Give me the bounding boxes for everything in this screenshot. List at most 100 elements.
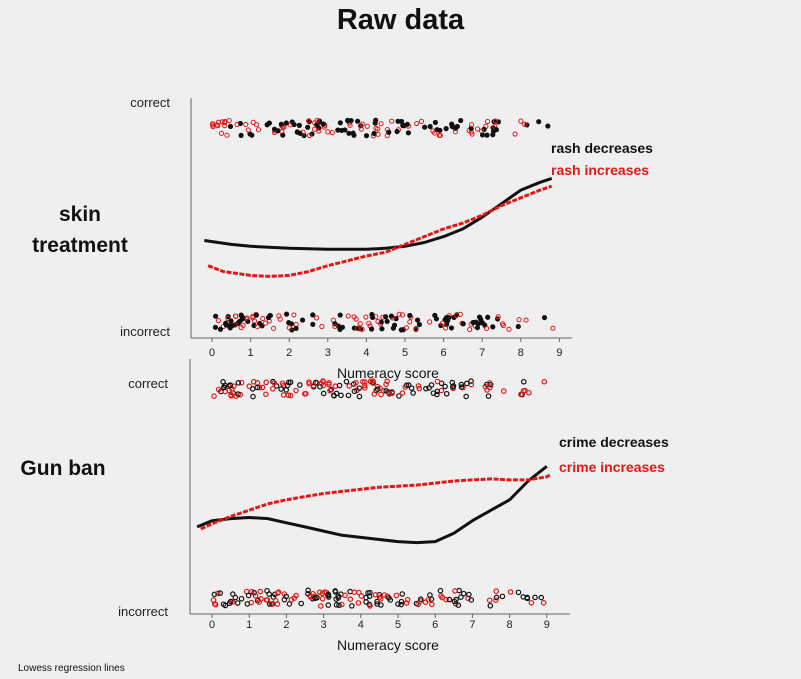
raw-data-point — [344, 117, 351, 124]
raw-data-point — [469, 131, 475, 137]
raw-data-point — [358, 126, 364, 132]
raw-data-point — [212, 324, 219, 330]
raw-data-point — [238, 379, 245, 386]
raw-data-point — [407, 312, 413, 319]
raw-data-point — [264, 122, 270, 128]
raw-data-point — [317, 603, 324, 609]
x-tick-label: 5 — [395, 619, 401, 631]
lowess-line-1 — [207, 184, 553, 278]
x-tick-label: 0 — [209, 347, 215, 359]
raw-data-point — [474, 126, 481, 132]
raw-data-point — [541, 314, 548, 321]
raw-data-point — [361, 382, 368, 389]
raw-data-point — [495, 314, 501, 320]
raw-data-point — [506, 326, 512, 332]
raw-data-point — [429, 601, 435, 608]
raw-data-point — [250, 378, 257, 385]
raw-data-point — [479, 320, 485, 326]
raw-data-point — [294, 129, 300, 135]
legend-label: crime increases — [559, 459, 665, 475]
raw-data-point — [389, 118, 395, 124]
raw-data-point — [359, 121, 365, 127]
raw-data-point — [370, 378, 376, 384]
raw-data-point — [257, 588, 264, 595]
chart-panel-1: correct incorrect 0 1 2 3 4 5 6 7 8 9 Numeracy score… — [120, 95, 653, 381]
raw-data-point — [305, 591, 311, 597]
raw-data-point — [550, 325, 556, 331]
raw-data-point — [356, 385, 363, 391]
raw-data-point — [433, 316, 440, 322]
raw-data-point — [437, 127, 443, 133]
raw-data-point — [455, 602, 462, 608]
raw-data-point — [284, 382, 291, 389]
raw-data-point — [375, 318, 381, 325]
raw-data-point — [319, 595, 326, 602]
raw-data-point — [325, 591, 332, 598]
raw-data-point — [389, 390, 395, 397]
raw-data-point — [275, 590, 281, 596]
raw-data-point — [398, 601, 404, 608]
raw-data-point — [432, 130, 438, 136]
legend-label: rash decreases — [551, 140, 653, 156]
raw-data-point — [336, 382, 343, 389]
raw-data-point — [263, 391, 269, 398]
raw-data-point — [274, 601, 281, 607]
raw-data-point — [319, 323, 325, 330]
raw-data-point — [528, 599, 535, 606]
raw-data-point — [347, 122, 353, 128]
raw-data-point — [254, 324, 260, 330]
raw-data-point — [458, 117, 464, 124]
raw-data-point — [422, 124, 428, 130]
raw-data-point — [299, 317, 306, 323]
raw-data-point — [366, 593, 373, 600]
raw-data-point — [306, 133, 313, 139]
raw-data-point — [522, 387, 528, 394]
raw-data-point — [532, 594, 538, 601]
raw-data-point — [366, 320, 372, 326]
x-tick-label: 7 — [469, 619, 475, 631]
raw-data-point — [369, 314, 376, 321]
raw-data-point — [234, 121, 240, 128]
x-tick-label: 5 — [402, 347, 408, 359]
raw-data-point — [499, 593, 506, 600]
raw-data-point — [268, 601, 275, 608]
raw-data-point — [374, 598, 380, 605]
raw-data-point — [522, 121, 528, 127]
raw-data-point — [545, 123, 551, 129]
raw-data-point — [387, 597, 394, 603]
raw-data-point — [490, 324, 496, 330]
raw-data-point — [355, 600, 362, 606]
raw-data-point — [484, 118, 491, 125]
raw-data-point — [458, 384, 465, 390]
raw-data-point — [518, 391, 524, 398]
raw-data-point — [536, 119, 542, 125]
raw-data-point — [367, 589, 373, 596]
x-tick-label: 6 — [432, 619, 438, 631]
raw-data-point — [305, 124, 311, 130]
raw-data-point — [363, 599, 369, 605]
raw-data-point — [218, 130, 225, 136]
raw-data-point — [256, 384, 263, 391]
raw-data-point — [414, 120, 420, 127]
raw-data-point — [446, 596, 453, 603]
raw-data-point — [396, 393, 402, 399]
lowess-line-0 — [204, 176, 553, 251]
raw-data-point — [483, 325, 490, 332]
raw-data-point — [263, 597, 270, 603]
raw-data-point — [384, 378, 390, 384]
raw-data-point — [234, 600, 241, 606]
raw-data-point — [337, 326, 343, 332]
y-tick-label-incorrect: incorrect — [118, 604, 168, 619]
raw-data-point — [380, 387, 387, 394]
raw-data-point — [280, 392, 287, 398]
raw-data-point — [262, 320, 268, 326]
raw-data-point — [479, 132, 486, 138]
raw-data-point — [246, 383, 253, 390]
raw-data-point — [222, 602, 229, 609]
raw-data-point — [375, 131, 381, 137]
raw-data-point — [337, 120, 343, 126]
footnote: Lowess regression lines — [18, 663, 125, 674]
raw-data-point — [244, 601, 251, 607]
raw-data-point — [251, 589, 257, 596]
raw-data-point — [310, 312, 316, 318]
